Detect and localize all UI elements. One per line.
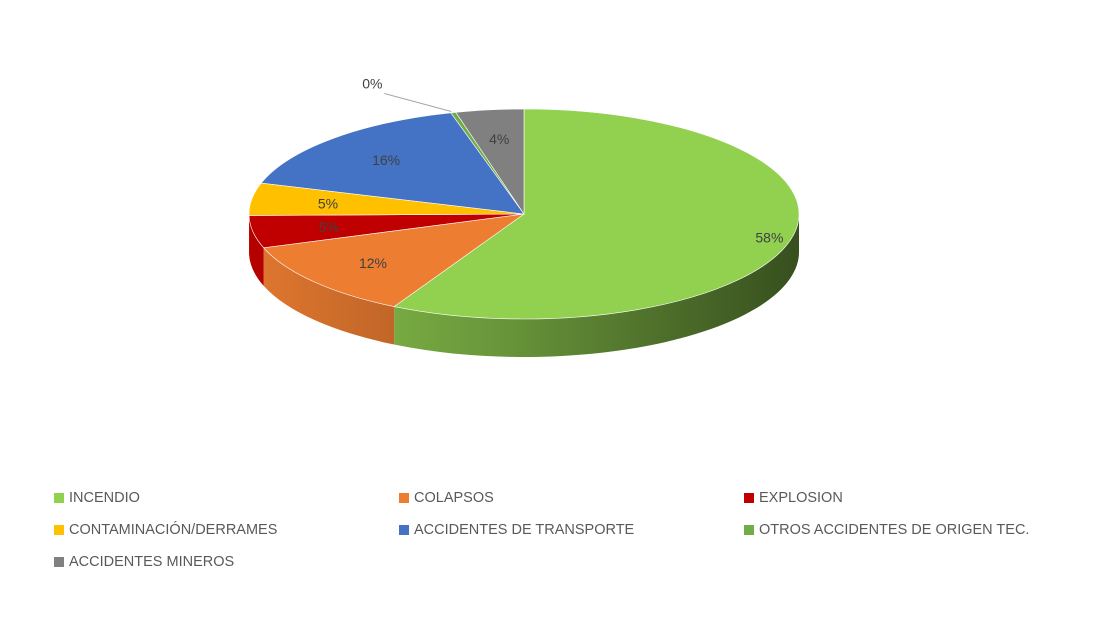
pie-side-incendio [394, 214, 799, 358]
legend-item-incendio: INCENDIO [54, 488, 140, 508]
legend-item-colapsos: COLAPSOS [399, 488, 494, 508]
data-label-colapsos: 12% [359, 255, 387, 271]
legend-swatch [54, 557, 64, 567]
legend-swatch [744, 525, 754, 535]
legend-label: ACCIDENTES DE TRANSPORTE [414, 522, 635, 538]
data-label-incendio: 58% [755, 230, 783, 246]
legend-item-accidentes-de-transporte: ACCIDENTES DE TRANSPORTE [399, 520, 634, 540]
legend-label: EXPLOSION [759, 490, 843, 506]
legend-item-accidentes-mineros: ACCIDENTES MINEROS [54, 552, 234, 572]
pie-slice-accidentes-mineros [455, 108, 525, 215]
legend-item-explosion: EXPLOSION [744, 488, 843, 508]
pie-slice-colapsos [262, 213, 525, 307]
legend-item-contaminacion-derrames: CONTAMINACIÓN/DERRAMES [54, 520, 277, 540]
pie-chart: 58% 12% 5% 5% 16% 0% 4% [248, 76, 800, 358]
legend-label: INCENDIO [69, 490, 140, 506]
data-label-otros-accidentes-de-origen-tec: 0% [362, 76, 382, 92]
legend-swatch [744, 493, 754, 503]
pie-sides [249, 214, 799, 358]
data-label-explosion: 5% [319, 219, 339, 235]
pie-side-explosion [249, 215, 264, 286]
pie-data-labels: 58% 12% 5% 5% 16% 0% 4% [318, 76, 784, 271]
legend-label: CONTAMINACIÓN/DERRAMES [69, 522, 278, 538]
legend-label: COLAPSOS [414, 490, 494, 506]
data-label-accidentes-de-transporte: 16% [372, 152, 400, 168]
pie-slice-incendio [393, 108, 800, 320]
legend-swatch [54, 493, 64, 503]
data-label-contaminacion-derrames: 5% [318, 195, 338, 211]
data-label-accidentes-mineros: 4% [489, 131, 509, 147]
pie-side-colapsos [263, 247, 395, 345]
legend-swatch [54, 525, 64, 535]
legend-label: OTROS ACCIDENTES DE ORIGEN TEC. [759, 522, 1030, 538]
data-label-leader-line [384, 93, 452, 113]
pie-tops [248, 108, 800, 320]
legend-label: ACCIDENTES MINEROS [69, 554, 235, 570]
legend-swatch [399, 493, 409, 503]
pie-slice-accidentes-de-transporte [260, 112, 525, 215]
chart-legend: INCENDIO COLAPSOS EXPLOSION CONTAMINACIÓN/D… [0, 488, 1094, 588]
legend-item-otros-accidentes-de-origen-tec: OTROS ACCIDENTES DE ORIGEN TEC. [744, 520, 1029, 540]
legend-swatch [399, 525, 409, 535]
